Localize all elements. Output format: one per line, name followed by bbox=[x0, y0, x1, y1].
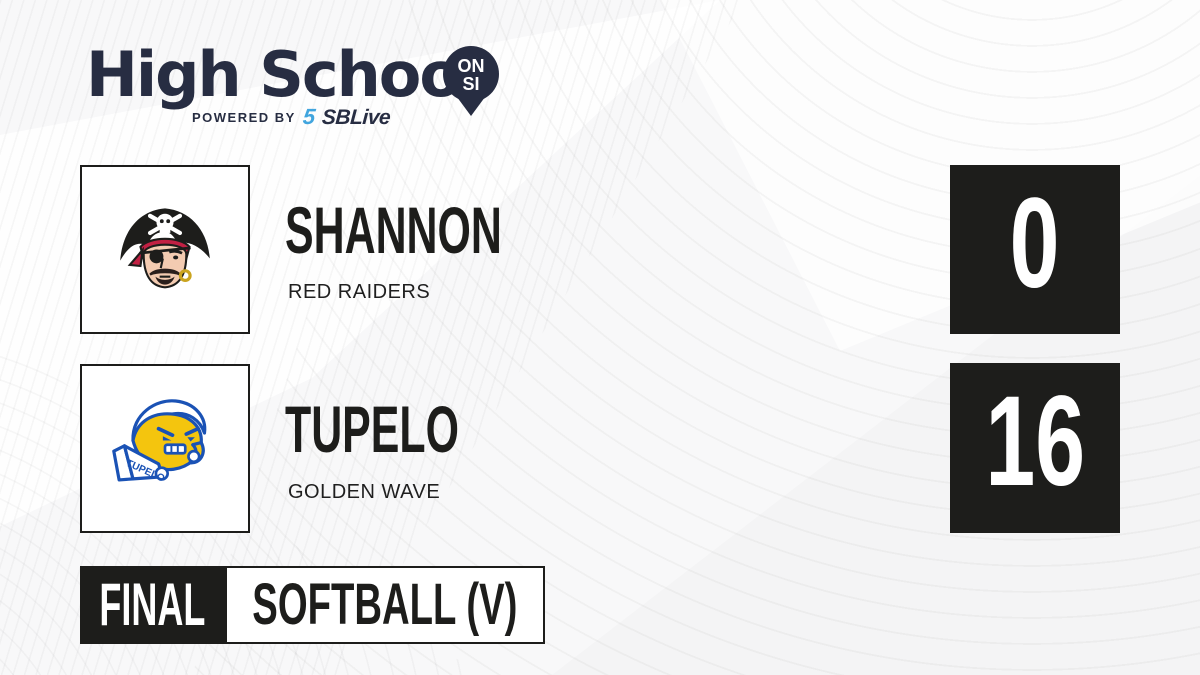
team2-logo-box: TUPELO bbox=[80, 364, 250, 533]
sport-badge: SOFTBALL (V) bbox=[225, 566, 545, 644]
status-badge: FINAL bbox=[80, 566, 225, 644]
sblive-wordmark: SBLive bbox=[321, 105, 392, 129]
team1-score-box: 0 bbox=[950, 165, 1120, 334]
team2-score: 16 bbox=[985, 370, 1085, 513]
team1-score: 0 bbox=[1010, 171, 1060, 315]
team2-mascot: GOLDEN WAVE bbox=[288, 481, 441, 503]
status-text: FINAL bbox=[99, 571, 206, 638]
wave-megaphone-logo: TUPELO bbox=[112, 398, 207, 484]
pin-text-si: SI bbox=[462, 74, 479, 94]
sblive-mark-icon: 5 bbox=[301, 104, 317, 129]
pirate-logo bbox=[120, 207, 210, 288]
powered-by-row: POWERED BY 5 SBLive bbox=[192, 104, 392, 129]
pin-text-on: ON bbox=[458, 56, 485, 76]
on-si-pin-icon: ON SI bbox=[443, 46, 499, 116]
brand-title: High School bbox=[86, 38, 481, 111]
team1-mascot: RED RAIDERS bbox=[288, 281, 431, 303]
team1-logo-box bbox=[80, 165, 250, 334]
sport-text: SOFTBALL (V) bbox=[252, 572, 518, 637]
powered-by-label: POWERED BY bbox=[192, 109, 296, 125]
team2-name: TUPELO bbox=[285, 392, 459, 466]
team1-name: SHANNON bbox=[285, 193, 502, 267]
team2-score-box: 16 bbox=[950, 363, 1120, 533]
